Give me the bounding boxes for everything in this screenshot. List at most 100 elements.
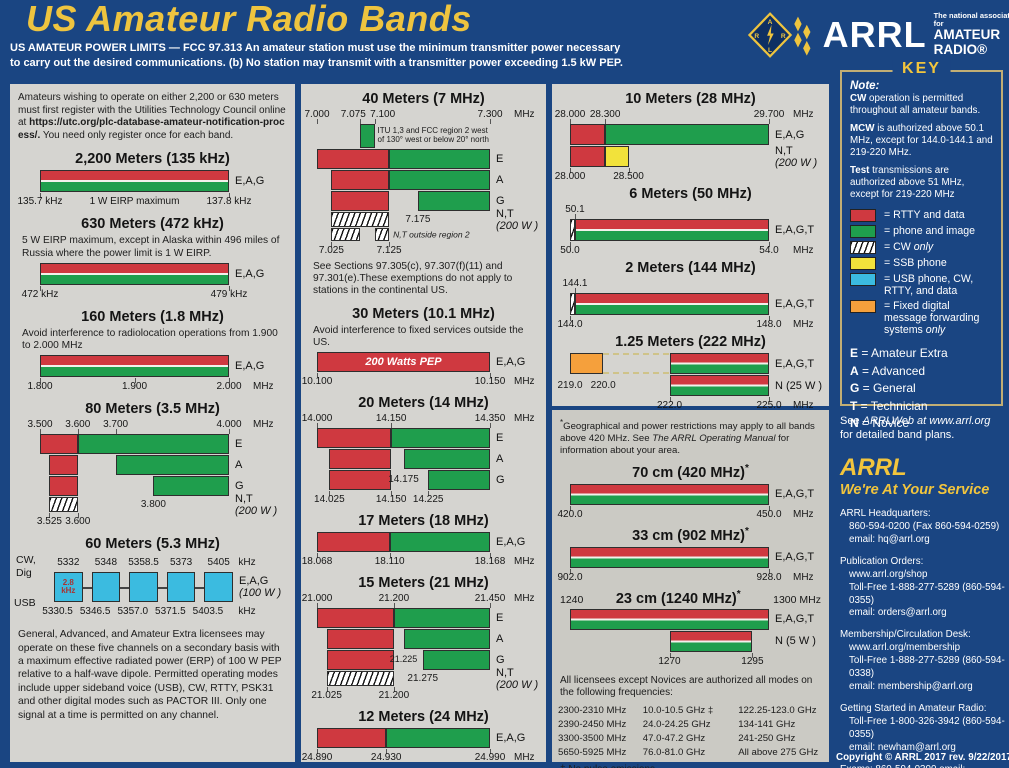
tick-label: 7.100 bbox=[370, 109, 396, 120]
segment-phone bbox=[391, 428, 490, 449]
segment-phone bbox=[153, 476, 229, 497]
tick-label: 10.100 bbox=[301, 376, 333, 388]
segment-phone bbox=[389, 170, 490, 190]
key-note-keyword: MCW bbox=[850, 122, 875, 134]
tick-mark bbox=[317, 423, 318, 429]
tick-row: 902.0 928.0 MHz bbox=[557, 568, 814, 583]
float-label: 21.275 bbox=[407, 672, 439, 684]
license-class: G = General bbox=[850, 381, 916, 396]
band-chart: 7.000 7.075 7.100 7.300 MHz ITU 1,3 and FCC r… bbox=[304, 109, 540, 256]
svg-text:R: R bbox=[781, 33, 786, 40]
tick-mark bbox=[669, 397, 671, 402]
license-label-text: E,A,G bbox=[235, 175, 265, 188]
contact-title: Exams: 860-594-0300 email: vec@arrl.org bbox=[840, 764, 1009, 768]
rtty-swatch-icon bbox=[850, 208, 876, 222]
license-label: E bbox=[496, 432, 503, 444]
tick-label: 21.200 bbox=[378, 593, 410, 605]
band-title: 160 Meters (1.8 MHz) bbox=[81, 308, 224, 325]
band-chart: E,A,G 1.800 1.900 2.000 MHz bbox=[27, 355, 289, 392]
tick-mark bbox=[115, 429, 117, 435]
license-class: A = Advanced bbox=[850, 363, 926, 378]
ssb-swatch-icon bbox=[850, 256, 876, 270]
page-title: US Amateur Radio Bands bbox=[26, 0, 472, 39]
tick-label: 28.500 bbox=[613, 171, 644, 182]
license-label: E,A,G bbox=[496, 356, 525, 368]
tick-row: 472 kHz 479 kHz bbox=[22, 285, 247, 300]
band-30-meters: 30 Meters (10.1 MHz) Avoid interference t… bbox=[302, 306, 540, 387]
legend-label: = USB phone, CW, RTTY, and data bbox=[884, 272, 974, 297]
band-20-meters: 20 Meters (14 MHz) 14.000 14.150 14.350 MHz E… bbox=[302, 395, 540, 505]
arrl-wordmark: ARRL bbox=[822, 14, 927, 55]
tick-label: 5373 bbox=[169, 557, 193, 569]
license-label-text: E,A,G bbox=[235, 267, 265, 280]
license-label: G bbox=[496, 195, 505, 207]
segment-phone bbox=[389, 149, 490, 169]
tick-label: 137.8 kHz bbox=[206, 196, 252, 208]
right-column-top: 10 Meters (28 MHz) 28.000 28.300 29.700 MHz E… bbox=[552, 84, 829, 411]
contact-block: Publication Orders: www.arrl.org/shop Toll… bbox=[840, 556, 1009, 621]
tick-mark bbox=[317, 373, 318, 379]
band-rows: E,A,G,T bbox=[570, 293, 814, 315]
segment-rtty bbox=[317, 532, 390, 553]
unit-label: MHz bbox=[793, 109, 814, 120]
freq-cell: 5650-5925 MHz bbox=[558, 746, 627, 758]
segment-cw bbox=[374, 228, 390, 241]
asterisk: * bbox=[744, 463, 749, 475]
band-row: N,T (200 W ) bbox=[40, 493, 277, 517]
segment-rtty bbox=[331, 170, 390, 190]
license-label-text: A bbox=[235, 459, 243, 472]
band-rows: E A G 14.175 bbox=[317, 428, 505, 491]
tick-label: 7.300 bbox=[477, 109, 503, 120]
tick-row: 28.000 28.300 29.700 MHz bbox=[555, 109, 814, 124]
tick-label: 1300 MHz bbox=[773, 593, 821, 606]
channel-bandwidth-label: 2.8 kHz bbox=[61, 577, 76, 596]
license-label: E,A,G (100 W ) bbox=[239, 575, 281, 599]
service-contacts: ARRL We're At Your Service ARRL Headquar… bbox=[840, 456, 1009, 768]
tick-mark bbox=[570, 119, 571, 124]
mode-side-label: Dig bbox=[16, 567, 32, 580]
band-chart: E,A,G,T 902.0 928.0 MHz bbox=[557, 546, 823, 583]
license-label: E,A,G bbox=[496, 732, 525, 744]
legend-label: = phone and image bbox=[884, 224, 976, 237]
tick-mark bbox=[391, 491, 393, 497]
band-2-meters: 2 Meters (144 MHz) 144.1 E,A,G,T 144.0 148.0… bbox=[557, 260, 823, 330]
license-label: E bbox=[235, 438, 242, 450]
contact-line: email: hq@arrl.org bbox=[849, 533, 930, 545]
segment-phone bbox=[428, 470, 490, 491]
tick-label: 7.125 bbox=[376, 245, 402, 256]
license-class-letter: A bbox=[850, 363, 859, 378]
contact-block: ARRL Headquarters: 860-594-0200 (Fax 860-… bbox=[840, 508, 1009, 547]
band-row: N,T (200 W ) bbox=[570, 144, 817, 169]
segment-cw bbox=[570, 219, 575, 241]
channel-block bbox=[204, 572, 233, 603]
license-label-text: A bbox=[496, 173, 504, 186]
tick-mark bbox=[389, 242, 391, 247]
band-row: 200 Watts PEP E,A,G bbox=[317, 352, 525, 373]
asterisk: * bbox=[560, 418, 564, 427]
license-label-text: E bbox=[235, 438, 243, 451]
tick-label: 222.0 bbox=[656, 400, 683, 411]
license-label: E,A,G,T bbox=[775, 488, 814, 500]
band-row: N,T (200 W ) bbox=[317, 207, 538, 232]
tick-mark bbox=[229, 429, 230, 435]
license-label: E,A,G bbox=[775, 128, 804, 140]
arrl-tagline: The national association for AMATEUR RAD… bbox=[933, 10, 1009, 58]
tick-label: 1270 bbox=[658, 655, 681, 667]
band-chart: E,A,G,T N (25 W ) 219.0 220.0 222.0 225.0 MHz bbox=[557, 353, 823, 411]
tick-mark bbox=[40, 429, 41, 435]
legend-item: = CW only bbox=[850, 240, 993, 254]
svg-text:R: R bbox=[754, 33, 759, 40]
tick-mark bbox=[570, 568, 571, 574]
key-note-keyword: Test bbox=[850, 164, 870, 176]
freq-cell: All above 275 GHz bbox=[738, 746, 819, 758]
band-rows: E,A,G,T bbox=[570, 483, 814, 505]
band-chart: E,A,G 135.7 kHz 1 W EIRP maximum 137.8 kHz bbox=[17, 170, 289, 208]
tick-row: 50.0 54.0 MHz bbox=[560, 242, 814, 256]
tick-label: 3.500 bbox=[27, 419, 53, 431]
tick-label: 902.0 bbox=[557, 571, 583, 583]
band-chart: 5332 5348 5358.5 5373 5405 kHz 2.8 kHz E,A,G (10… bbox=[14, 554, 289, 619]
tick-mark bbox=[229, 378, 230, 384]
license-label: N,T (200 W ) bbox=[235, 493, 277, 517]
tick-label: 50.0 bbox=[560, 245, 580, 256]
band-row: E,A,G bbox=[40, 262, 264, 285]
